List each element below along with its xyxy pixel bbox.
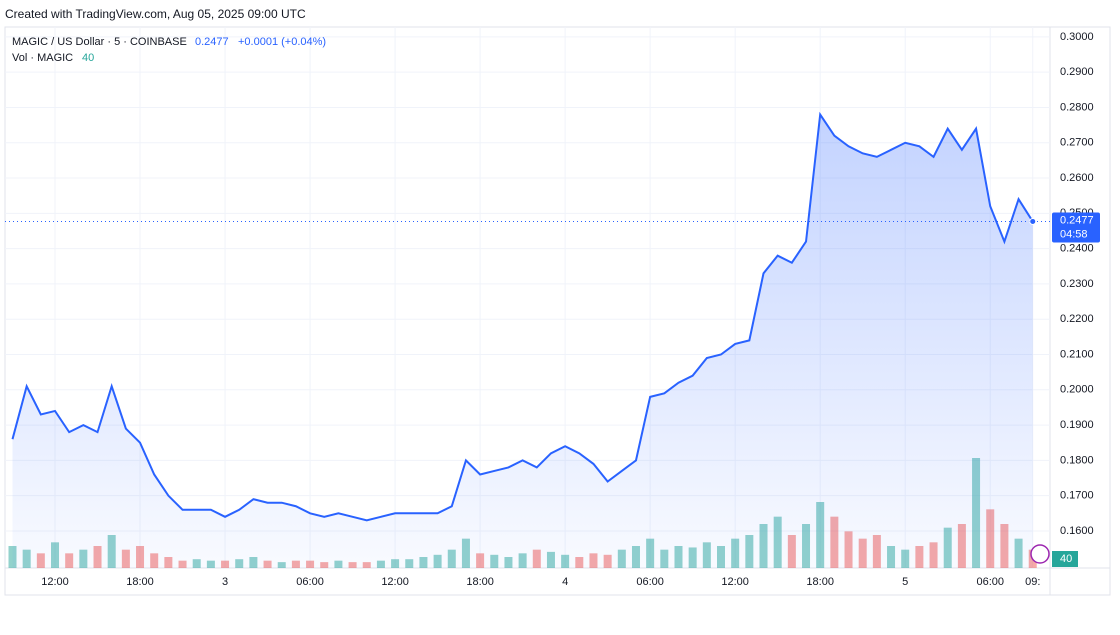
volume-badge bbox=[1052, 551, 1078, 567]
y-tick-label: 0.2700 bbox=[1060, 137, 1094, 149]
x-tick-label: 18:00 bbox=[806, 576, 834, 588]
volume-badge-text: 40 bbox=[1060, 553, 1072, 565]
price-line bbox=[11, 111, 1034, 522]
change: +0.0001 (+0.04%) bbox=[238, 36, 326, 48]
y-tick-label: 0.2200 bbox=[1060, 313, 1094, 325]
x-tick-label: 06:00 bbox=[296, 576, 324, 588]
x-tick-label: 5 bbox=[902, 576, 908, 588]
y-tick-label: 0.2300 bbox=[1060, 278, 1094, 290]
area bbox=[12, 114, 1033, 568]
y-tick-label: 0.1600 bbox=[1060, 525, 1094, 537]
x-tick-label: 3 bbox=[222, 576, 228, 588]
y-tick-label: 0.2900 bbox=[1060, 66, 1094, 78]
watermark: Created with TradingView.com, Aug 05, 20… bbox=[5, 7, 306, 21]
y-tick-label: 0.2800 bbox=[1060, 101, 1094, 113]
x-tick-label: 06:00 bbox=[976, 576, 1004, 588]
y-tick-label: 0.1700 bbox=[1060, 490, 1094, 502]
x-tick-label: 4 bbox=[562, 576, 568, 588]
y-tick-label: 0.2600 bbox=[1060, 172, 1094, 184]
x-tick-label: 06:00 bbox=[636, 576, 664, 588]
x-tick-label: 09: bbox=[1025, 576, 1040, 588]
volume-label: Vol · MAGIC bbox=[12, 52, 73, 64]
y-tick-label: 0.2000 bbox=[1060, 384, 1094, 396]
x-tick-label: 18:00 bbox=[126, 576, 154, 588]
y-tick-label: 0.3000 bbox=[1060, 31, 1094, 43]
x-tick-label: 12:00 bbox=[41, 576, 69, 588]
symbol: MAGIC / US Dollar · 5 · COINBASE bbox=[12, 36, 187, 48]
y-tick-label: 0.1800 bbox=[1060, 454, 1094, 466]
y-tick-label: 0.1900 bbox=[1060, 419, 1094, 431]
price-badge-text: 0.2477 bbox=[1060, 214, 1094, 226]
price-badge bbox=[1052, 212, 1100, 243]
y-tick-label: 0.2100 bbox=[1060, 348, 1094, 360]
last-point bbox=[1029, 217, 1037, 225]
x-tick-label: 12:00 bbox=[381, 576, 409, 588]
countdown: 04:58 bbox=[1060, 228, 1088, 240]
alert-icon[interactable] bbox=[1030, 544, 1050, 564]
last-price: 0.2477 bbox=[195, 36, 229, 48]
pane-border bbox=[4, 26, 1111, 596]
volume-value: 40 bbox=[82, 52, 94, 64]
y-tick-label: 0.2400 bbox=[1060, 243, 1094, 255]
x-tick-label: 18:00 bbox=[466, 576, 494, 588]
x-tick-label: 12:00 bbox=[721, 576, 749, 588]
